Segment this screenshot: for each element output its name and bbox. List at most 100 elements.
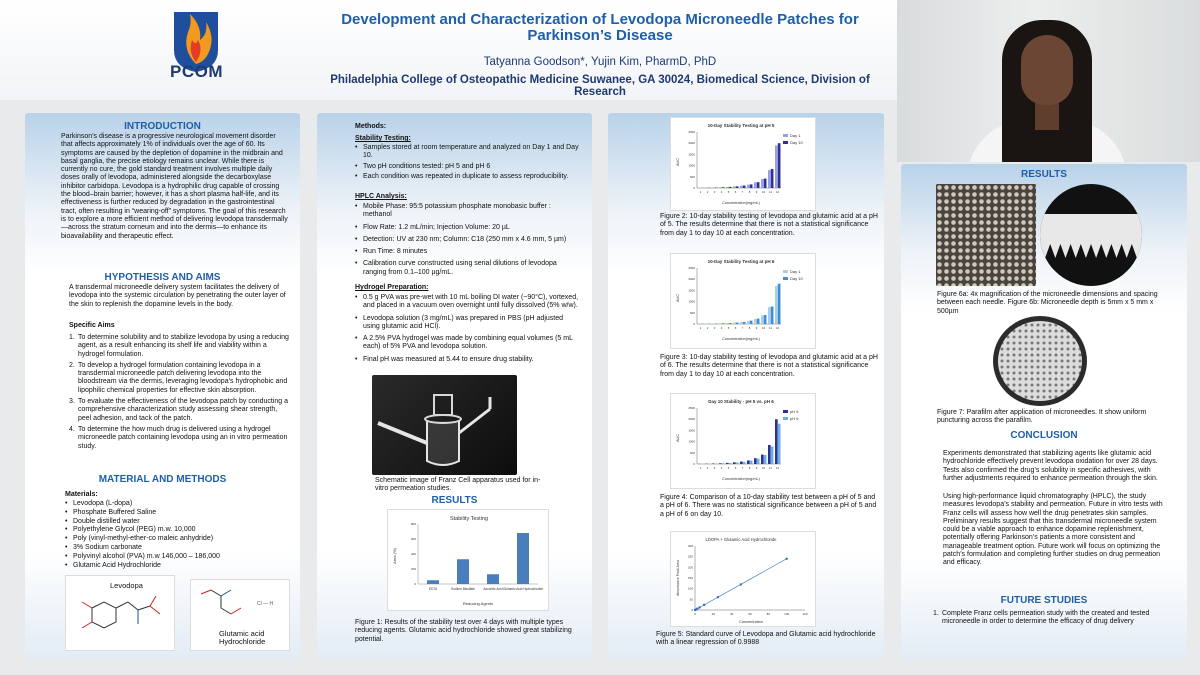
glutamic-molecule-icon xyxy=(200,589,242,615)
hplc-label: HPLC Analysis: xyxy=(355,193,407,200)
legend-entry: Day 10 xyxy=(790,276,803,281)
tick-label: 6 xyxy=(735,466,737,470)
bar xyxy=(719,187,722,188)
bar xyxy=(761,454,764,464)
bar xyxy=(487,574,499,584)
ph5-stability-svg: 10-Day Stability Testing at pH 5 Day 1 Day… xyxy=(676,123,803,205)
fig6-caption: Figure 6a: 4x magnification of the micro… xyxy=(937,291,1158,315)
fig4-caption: Figure 4: Comparison of a 10-day stabili… xyxy=(660,494,877,518)
bar xyxy=(763,455,767,464)
intro-heading: INTRODUCTION xyxy=(124,121,201,132)
tick-label: 80 xyxy=(767,612,771,616)
fig3-caption: Figure 3: 10-day stability testing of le… xyxy=(660,354,878,378)
tick-label: 0 xyxy=(693,462,695,466)
method-item: Calibration curve constructed using seri… xyxy=(355,260,580,277)
legend-entry: pH 6 xyxy=(790,416,799,421)
microneedle-profile-icon xyxy=(1040,214,1142,258)
x-axis-label: Concentration(mg/mL) xyxy=(722,477,761,481)
bar xyxy=(742,185,746,188)
tick-label: 7 xyxy=(742,326,744,330)
column-2: Methods: Stability Testing: Samples stor… xyxy=(317,113,592,659)
tick-label: 10 xyxy=(762,326,766,330)
tick-label: 7 xyxy=(742,190,744,194)
ph-comparison-chart: Day 10 Stability - pH 5 vs. pH 6 pH 5 pH 6… xyxy=(670,393,816,489)
x-axis-label: Concentration(mg/mL) xyxy=(722,337,761,341)
bar xyxy=(768,170,771,188)
tick-label: 1500 xyxy=(688,152,695,156)
tick-label: 150 xyxy=(688,576,693,580)
bar xyxy=(777,143,781,188)
material-item: Poly (vinyl-methyl-ether-co maleic anhyd… xyxy=(65,535,290,544)
bar xyxy=(728,323,732,324)
materials-heading: MATERIAL AND METHODS xyxy=(98,474,227,485)
results-right-heading: RESULTS xyxy=(1021,169,1067,180)
results-mid-heading: RESULTS xyxy=(431,495,478,506)
tick-label: 300 xyxy=(688,544,693,548)
bar xyxy=(754,458,757,464)
tick-label: EDTA xyxy=(429,587,438,591)
bar xyxy=(427,580,439,584)
tick-label: 3 xyxy=(714,190,716,194)
levodopa-structure: Levodopa xyxy=(65,575,175,651)
microneedle-array-photo xyxy=(936,184,1036,286)
bar xyxy=(721,463,725,464)
bar xyxy=(775,285,778,324)
tick-label: 2000 xyxy=(688,141,695,145)
bar xyxy=(740,321,743,324)
column-4: RESULTS Figure 6a: 4x magnification of t… xyxy=(901,164,1187,659)
tick-label: 100 xyxy=(784,612,789,616)
tick-label: 12 xyxy=(776,326,780,330)
hydrogel-label: Hydrogel Preparation: xyxy=(355,284,429,291)
bar xyxy=(721,187,725,188)
ph6-stability-chart: 10-Day Stability Testing at pH 6 Day 1 Day… xyxy=(670,253,816,349)
bar xyxy=(761,315,764,324)
bar xyxy=(457,559,469,584)
ph5-stability-chart: 10-Day Stability Testing at pH 5 Day 1 Day… xyxy=(670,117,816,211)
tick-label: 2500 xyxy=(688,266,695,270)
bar xyxy=(735,462,739,464)
bar xyxy=(756,318,760,324)
tick-label: 60 xyxy=(748,612,752,616)
tick-label: 4 xyxy=(721,326,723,330)
tick-label: 3 xyxy=(714,466,716,470)
material-item: 3% Sodium carbonate xyxy=(65,544,290,553)
tick-label: 2500 xyxy=(688,130,695,134)
bar xyxy=(726,186,729,188)
method-item: Each condition was repeated in duplicate… xyxy=(355,173,580,182)
column-1: INTRODUCTION Parkinson’s disease is a pr… xyxy=(25,113,300,659)
bar xyxy=(768,307,771,324)
bar xyxy=(740,461,743,464)
tick-label: 2 xyxy=(707,326,709,330)
logo-text: PCOM xyxy=(170,62,223,81)
legend-swatch xyxy=(783,277,788,280)
legend-swatch xyxy=(783,134,788,137)
tick-label: 120 xyxy=(802,612,807,616)
stability-list: Samples stored at room temperature and a… xyxy=(355,144,580,183)
pcom-flame-shield-icon xyxy=(174,12,218,72)
franz-caption: Schematic image of Franz Cell apparatus … xyxy=(375,477,541,493)
legend-entry: Day 10 xyxy=(790,140,803,145)
tick-label: 10 xyxy=(762,190,766,194)
bar xyxy=(763,315,767,324)
method-item: Detection: UV at 230 nm; Column: C18 (25… xyxy=(355,236,580,245)
chart-title: 10-Day Stability Testing at pH 5 xyxy=(708,123,775,128)
bar xyxy=(747,320,750,324)
tick-label: 1500 xyxy=(688,288,695,292)
stability-bar-chart: Stability Testing EDTA Sodium Bisulfate Asc… xyxy=(387,509,549,611)
bar xyxy=(749,184,753,188)
tick-label: 1 xyxy=(700,190,702,194)
material-item: Polyvinyl alcohol (PVA) m.w 146,000 – 18… xyxy=(65,553,290,562)
poster-title: Development and Characterization of Levo… xyxy=(341,11,859,44)
data-point xyxy=(702,603,706,607)
tick-label: 8 xyxy=(749,466,751,470)
bar xyxy=(777,423,781,464)
tick-label: 1000 xyxy=(688,300,695,304)
fig7-caption: Figure 7: Parafilm after application of … xyxy=(937,409,1147,425)
y-axis-label: AUC xyxy=(676,434,680,442)
levodopa-molecule-icon xyxy=(81,595,161,629)
tick-label: 12 xyxy=(776,466,780,470)
data-point xyxy=(698,606,701,609)
bar xyxy=(742,461,746,464)
bar xyxy=(735,186,739,188)
y-axis-label: AUC xyxy=(676,294,680,302)
